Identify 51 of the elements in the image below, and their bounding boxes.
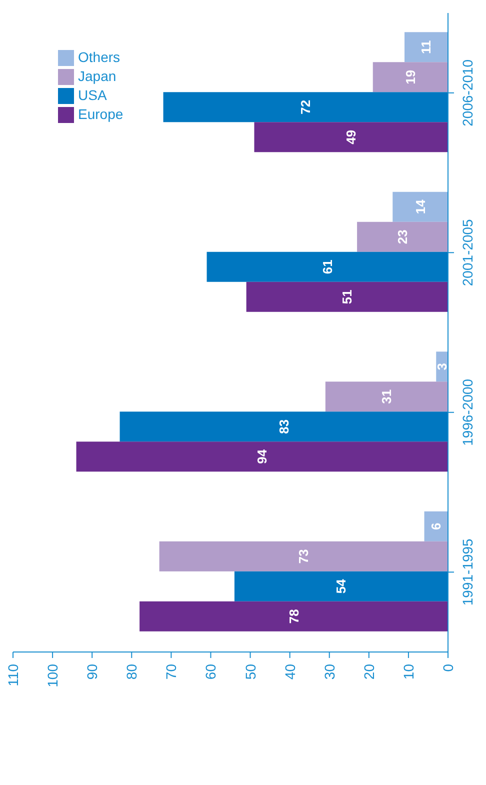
bar <box>325 382 448 412</box>
data-label: 61 <box>320 260 335 274</box>
x-tick-label: 30 <box>321 664 338 680</box>
x-tick-label: 10 <box>400 664 416 680</box>
data-label: 49 <box>344 130 359 144</box>
x-tick-label: 70 <box>163 664 180 680</box>
x-tick-label: 50 <box>242 664 258 680</box>
x-tick-label: 20 <box>360 664 377 680</box>
data-label: 23 <box>395 230 410 244</box>
bar <box>372 62 448 92</box>
y-tick-label: 2006-2010 <box>459 59 476 126</box>
data-label: 73 <box>296 549 312 564</box>
data-label: 94 <box>254 448 270 464</box>
bar <box>163 92 448 122</box>
bar <box>206 252 448 282</box>
bar <box>76 442 448 472</box>
data-label: 78 <box>286 609 302 624</box>
x-tick-label: 90 <box>84 664 100 680</box>
bar <box>392 192 448 222</box>
bar <box>159 541 448 572</box>
legend-label: Europe <box>78 106 124 122</box>
bar <box>357 222 448 252</box>
legend-label: Others <box>78 49 120 65</box>
y-tick-label: 1991-1995 <box>459 538 476 606</box>
bar <box>120 412 448 442</box>
x-tick-label: 80 <box>124 664 140 680</box>
x-tick-label: 110 <box>5 664 21 686</box>
bar <box>234 571 448 602</box>
bar <box>404 32 448 62</box>
data-label: 31 <box>379 389 394 404</box>
y-tick-label: 2001-2005 <box>459 218 476 286</box>
data-label: 51 <box>340 290 355 304</box>
data-label: 72 <box>298 100 314 114</box>
data-label: 83 <box>276 419 292 434</box>
legend-label: Japan <box>78 68 116 84</box>
bar <box>424 511 448 542</box>
data-label: 19 <box>402 70 418 84</box>
x-tick-label: 100 <box>44 664 61 688</box>
legend-label: USA <box>78 87 107 103</box>
bar <box>246 282 448 312</box>
bar <box>140 601 448 632</box>
data-label: 11 <box>418 40 434 54</box>
data-label: 6 <box>428 522 444 530</box>
bar <box>254 122 448 152</box>
data-label: 3 <box>434 363 450 370</box>
x-tick-label: 0 <box>440 664 456 672</box>
data-label: 54 <box>334 578 349 594</box>
data-label: 14 <box>412 198 428 214</box>
x-tick-label: 60 <box>202 664 219 680</box>
x-tick-label: 40 <box>282 664 298 680</box>
y-tick-label: 1996-2000 <box>459 378 476 446</box>
